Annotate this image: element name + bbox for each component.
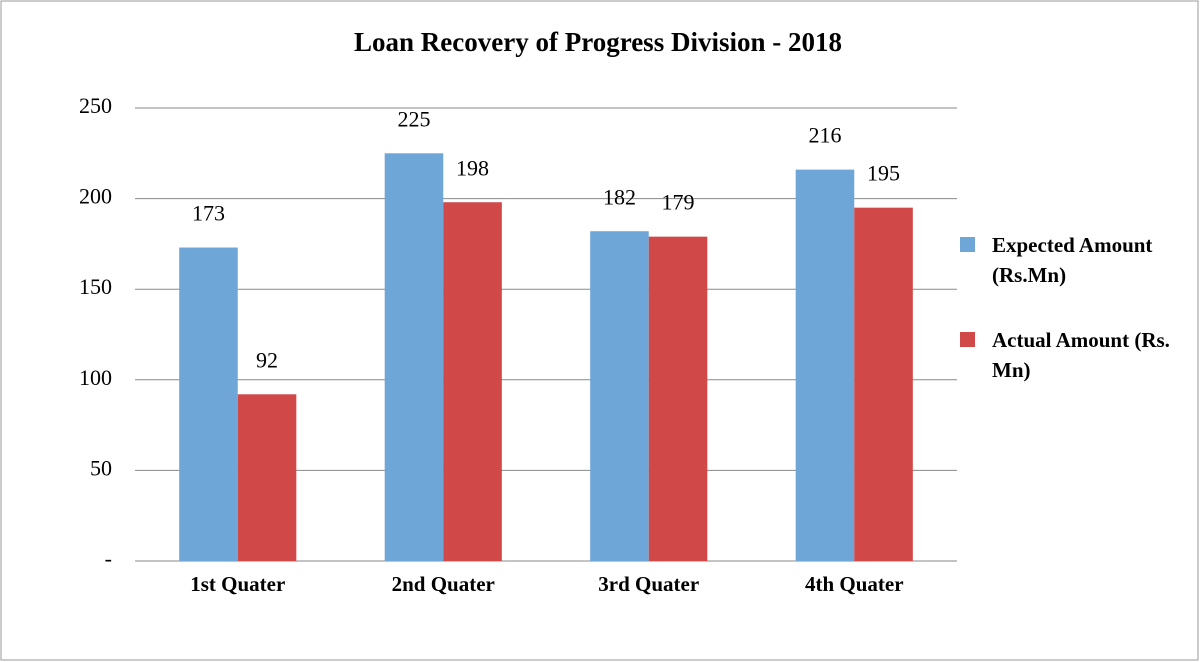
legend-label: Expected Amount (Rs.Mn): [992, 233, 1153, 287]
data-label: 92: [256, 347, 278, 372]
x-tick-label: 2nd Quater: [392, 572, 495, 596]
bar: [384, 153, 444, 562]
bar: [648, 236, 708, 562]
legend-item: Actual Amount (Rs. Mn): [960, 325, 1170, 385]
x-tick-label: 4th Quater: [805, 572, 904, 596]
y-tick-label: 200: [79, 184, 112, 209]
bar: [590, 231, 649, 561]
data-label: 195: [867, 161, 900, 186]
data-label: 198: [456, 155, 489, 180]
bar: [443, 202, 502, 561]
y-tick-label: 100: [79, 365, 112, 390]
data-label: 216: [808, 123, 841, 148]
bar: [179, 247, 238, 562]
bar: [795, 169, 855, 561]
y-tick-label: 50: [90, 455, 112, 480]
x-tick-label: 3rd Quater: [598, 572, 699, 596]
y-tick-label: 150: [79, 274, 112, 299]
y-tick-label: -: [105, 546, 112, 571]
y-tick-label: 250: [79, 93, 112, 118]
x-tick-label: 1st Quater: [190, 572, 285, 596]
legend-swatch: [960, 237, 975, 252]
bar: [237, 394, 297, 561]
data-label: 179: [662, 190, 695, 215]
bar: [854, 207, 913, 561]
legend-label: Actual Amount (Rs. Mn): [992, 328, 1170, 382]
legend-swatch: [960, 332, 975, 347]
legend-item: Expected Amount (Rs.Mn): [960, 230, 1170, 290]
data-label: 225: [397, 106, 430, 131]
data-label: 173: [192, 201, 225, 226]
chart-title: Loan Recovery of Progress Division - 201…: [354, 27, 842, 57]
data-label: 182: [603, 184, 636, 209]
